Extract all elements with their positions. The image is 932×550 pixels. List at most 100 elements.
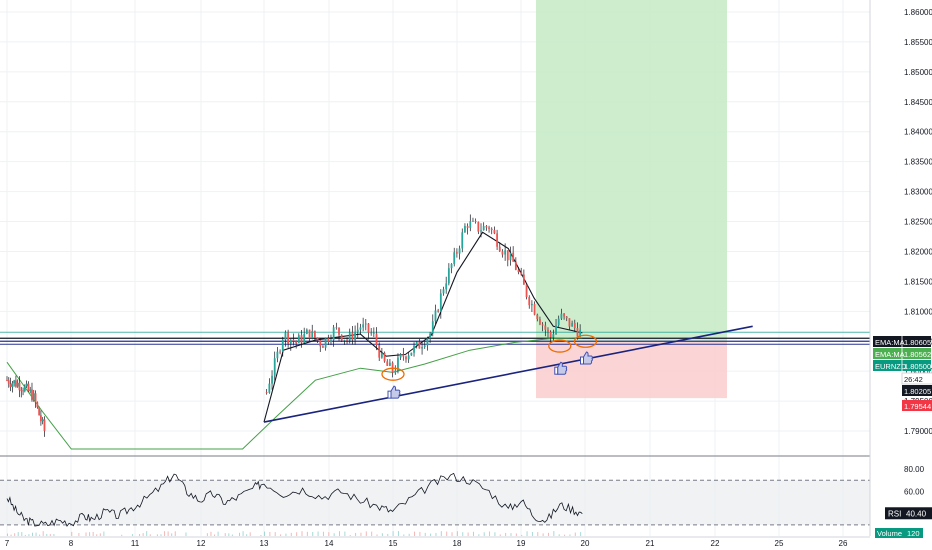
volume-bar	[185, 532, 187, 536]
price-badge-bg	[902, 385, 932, 396]
thumbs-up-icon[interactable]	[554, 361, 568, 375]
candle-up	[415, 341, 418, 346]
volume-bar	[306, 531, 308, 536]
candle-up	[555, 325, 557, 335]
price-badge: 1.79544	[902, 400, 932, 411]
candle-up	[557, 318, 560, 326]
time-tick-label: 7	[5, 539, 10, 548]
volume-bar	[274, 532, 276, 536]
time-tick-label: 21	[646, 539, 655, 548]
annotation-markers[interactable]	[381, 334, 598, 399]
price-tick-label: 1.85500	[904, 38, 932, 47]
candle-down	[418, 341, 421, 349]
volume-bar	[131, 534, 133, 536]
price-badge-label: EMA:MA	[875, 338, 905, 347]
time-tick-label: 11	[131, 539, 140, 548]
candle-up	[330, 340, 332, 342]
price-badge: 26:42	[901, 372, 932, 385]
volume-bar	[206, 533, 208, 536]
volume-bar	[280, 534, 282, 536]
candle-up	[461, 232, 464, 249]
candle-down	[498, 246, 501, 252]
volume-bar	[14, 533, 16, 536]
candle-down	[533, 303, 536, 315]
candle-down	[351, 332, 354, 340]
marker-ellipse[interactable]	[381, 367, 405, 381]
time-axis[interactable]: 7 8 11 12 13 14 15 18 19 20 21 22 25 26	[0, 536, 870, 548]
volume-bar	[505, 532, 507, 536]
candle-up	[410, 352, 413, 356]
volume-bar	[231, 534, 233, 536]
volume-bar	[171, 533, 173, 536]
candle-down	[573, 322, 576, 329]
candle-up	[480, 230, 482, 232]
thumbs-up-hand	[557, 361, 568, 375]
volume-bar	[146, 531, 148, 536]
candle-down	[506, 250, 509, 261]
candle-up	[332, 327, 335, 341]
profit-zone[interactable]	[536, 0, 727, 342]
volume-bar	[71, 531, 73, 536]
time-tick-label: 22	[711, 539, 720, 548]
candle-down	[287, 332, 290, 344]
volume-bar	[397, 531, 399, 536]
volume-bar	[526, 531, 528, 536]
candle-up	[426, 338, 429, 346]
candle-up	[397, 357, 399, 371]
volume-bar	[49, 534, 51, 536]
candle-down	[563, 313, 565, 317]
volume-bar	[296, 532, 298, 536]
candle-down	[512, 252, 515, 262]
trendline-line[interactable]	[263, 325, 753, 423]
candle-up	[445, 283, 448, 290]
candle-up	[324, 338, 327, 348]
candle-down	[9, 384, 12, 387]
volume-bar	[121, 534, 123, 536]
thumbs-up-icon[interactable]	[580, 351, 593, 365]
volume-bar	[301, 531, 303, 536]
candle-up	[23, 386, 26, 392]
candle-up	[394, 370, 397, 373]
candle-up	[268, 383, 271, 393]
long-position-tool[interactable]	[536, 0, 727, 399]
trendline[interactable]	[263, 325, 753, 423]
candle-up	[343, 339, 346, 341]
volume-bar	[242, 531, 244, 536]
horizontal-levels[interactable]	[0, 331, 870, 345]
volume-bar	[392, 531, 394, 536]
candle-up	[32, 393, 35, 401]
candle-down	[338, 327, 340, 335]
volume-bar	[28, 534, 30, 536]
thumbs-up-icon[interactable]	[387, 385, 401, 399]
candle-up	[450, 264, 453, 269]
candle-up	[579, 329, 582, 337]
volume-bar	[414, 531, 416, 536]
candle-down	[522, 274, 525, 285]
marker-ellipse[interactable]	[548, 339, 572, 353]
time-tick-label: 25	[775, 539, 784, 548]
volume-bar	[92, 531, 94, 536]
rsi-tick-label: 80.00	[904, 465, 925, 474]
candle-down	[20, 390, 23, 391]
price-badge-value: 1.80562	[904, 350, 931, 359]
volume-bar	[537, 532, 539, 536]
candle-up	[305, 329, 308, 334]
volume-bar	[558, 534, 560, 536]
volume-bar	[553, 531, 555, 536]
price-badge-value: 26:42	[904, 375, 923, 384]
candle-up	[472, 220, 474, 222]
volume-bar	[569, 534, 571, 536]
candle-down	[456, 252, 458, 254]
volume-bar	[365, 531, 367, 536]
marker-ellipse[interactable]	[573, 334, 598, 348]
rsi-badge-bg	[885, 507, 932, 520]
candle-up	[276, 351, 279, 359]
candle-down	[466, 226, 469, 228]
price-badge-value: 1.80605	[904, 338, 931, 347]
candle-down	[383, 352, 386, 362]
time-tick-label: 20	[581, 539, 590, 548]
